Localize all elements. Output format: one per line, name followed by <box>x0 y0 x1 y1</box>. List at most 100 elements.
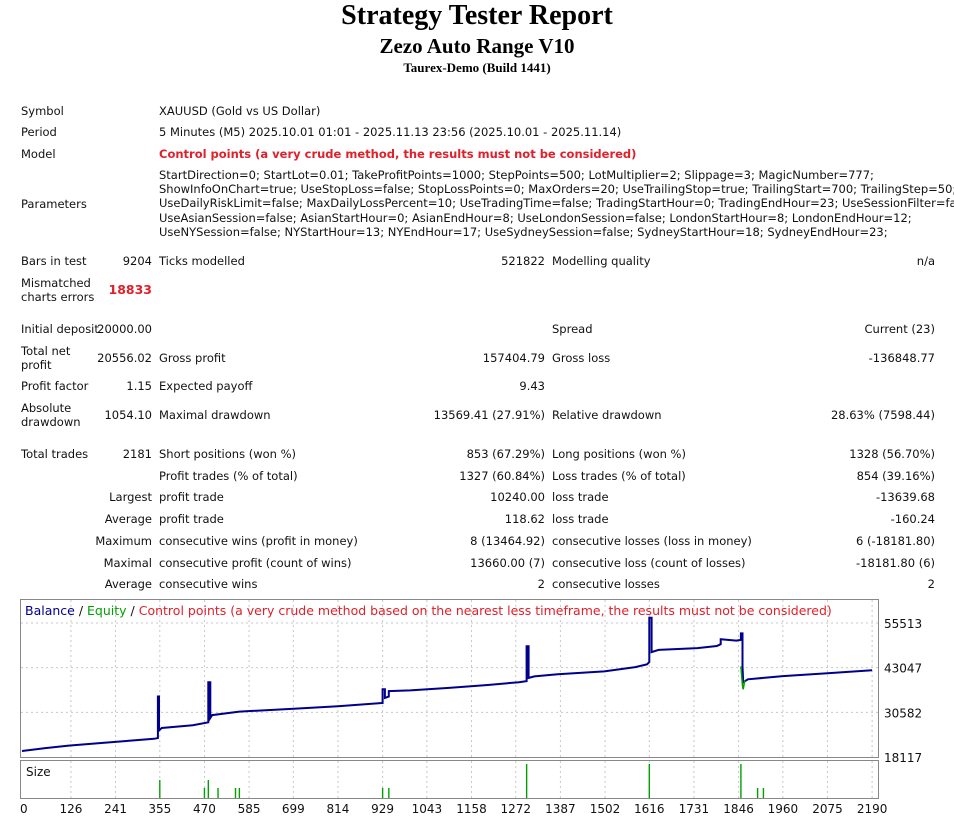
gross-loss-label: Gross loss <box>552 351 611 365</box>
x-tick-label: 126 <box>59 802 82 816</box>
largest-profit-label: profit trade <box>159 490 224 504</box>
profit-factor-value: 1.15 <box>126 379 152 393</box>
average-label: Average <box>104 512 152 526</box>
loss-trades-label: Loss trades (% of total) <box>552 469 686 483</box>
average-loss-value: -160.24 <box>890 512 935 526</box>
x-tick-label: 241 <box>104 802 127 816</box>
gross-profit-value: 157404.79 <box>482 351 545 365</box>
x-tick-label: 585 <box>238 802 261 816</box>
ticks-label: Ticks modelled <box>159 254 245 268</box>
server-info: Taurex-Demo (Build 1441) <box>403 60 551 75</box>
largest-label: Largest <box>109 490 152 504</box>
x-tick-label: 1272 <box>500 802 531 816</box>
parameters-line: ShowInfoOnChart=true; UseStopLoss=false;… <box>159 182 954 197</box>
chart-legend: Balance / Equity / Control points (a ver… <box>25 603 832 618</box>
mismatch-label: Mismatched <box>21 276 91 290</box>
parameters-line: UseDailyRiskLimit=false; MaxDailyLossPer… <box>159 196 954 211</box>
x-tick-label: 1043 <box>412 802 443 816</box>
model-value: Control points (a very crude method, the… <box>159 147 637 161</box>
average-profit-value: 118.62 <box>504 512 545 526</box>
relative-drawdown-label: Relative drawdown <box>552 408 662 422</box>
gross-loss-value: -136848.77 <box>868 351 935 365</box>
x-tick-label: 1502 <box>590 802 621 816</box>
equity-line <box>740 666 746 690</box>
chart-lines <box>21 616 873 752</box>
short-positions-value: 853 (67.29%) <box>466 447 545 461</box>
legend-equity: Equity <box>87 603 127 618</box>
period-label: Period <box>21 125 57 139</box>
x-tick-label: 1616 <box>634 802 665 816</box>
report-title: Strategy Tester Report <box>341 0 613 31</box>
profit-trades-label: Profit trades (% of total) <box>159 469 298 483</box>
x-tick-label: 929 <box>371 802 394 816</box>
x-tick-label: 2190 <box>857 802 888 816</box>
profit-factor-label: Profit factor <box>21 379 89 393</box>
avg-consecutive-losses-value: 2 <box>927 577 935 591</box>
total-net-profit-label: Total net <box>21 344 71 358</box>
main-plot-frame <box>20 599 879 758</box>
short-positions-label: Short positions (won %) <box>159 447 297 461</box>
absolute-drawdown-label: Absolute <box>21 401 72 415</box>
spread-label: Spread <box>552 322 593 336</box>
expected-payoff-label: Expected payoff <box>159 379 253 393</box>
profit-trades-value: 1327 (60.84%) <box>459 469 545 483</box>
total-net-profit-value: 20556.02 <box>97 351 152 365</box>
legend-balance: Balance <box>25 603 75 618</box>
x-tick-label: 699 <box>282 802 305 816</box>
legend-separator: / <box>127 603 139 618</box>
parameters-line: UseAsianSession=false; AsianStartHour=0;… <box>159 210 912 225</box>
absolute-drawdown-value: 1054.10 <box>104 408 152 422</box>
average-loss-label: loss trade <box>552 512 609 526</box>
period-value: 5 Minutes (M5) 2025.10.01 01:01 - 2025.1… <box>159 125 622 139</box>
quality-label: Modelling quality <box>552 254 651 268</box>
max-consecutive-losses-value: 6 (-18181.80) <box>856 534 935 548</box>
total-trades-value: 2181 <box>122 447 152 461</box>
x-tick-label: 1158 <box>456 802 487 816</box>
maximal-consecutive-profit-value: 13660.00 (7) <box>470 556 545 570</box>
y-tick-label: 30582 <box>884 706 922 720</box>
balance-chart: Balance / Equity / Control points (a ver… <box>20 599 922 816</box>
largest-loss-value: -13639.68 <box>875 490 935 504</box>
parameters-line: UseNYSession=false; NYStartHour=13; NYEn… <box>159 224 888 239</box>
legend-note: Control points (a very crude method base… <box>139 603 832 618</box>
x-tick-label: 355 <box>148 802 171 816</box>
x-tick-label: 0 <box>20 802 28 816</box>
absolute-drawdown-label-2: drawdown <box>21 415 81 429</box>
chart-grid <box>21 600 878 798</box>
maximal-consecutive-loss-value: -18181.80 (6) <box>856 556 935 570</box>
average-consecutive-label: Average <box>104 577 152 591</box>
symbol-label: Symbol <box>21 104 64 118</box>
maximal-consecutive-loss-label: consecutive loss (count of losses) <box>552 556 746 570</box>
avg-consecutive-wins-label: consecutive wins <box>159 577 258 591</box>
x-tick-label: 814 <box>327 802 350 816</box>
relative-drawdown-value: 28.63% (7598.44) <box>830 408 935 422</box>
parameters-list: StartDirection=0; StartLot=0.01; TakePro… <box>159 168 954 239</box>
maximal-drawdown-value: 13569.41 (27.91%) <box>433 408 545 422</box>
y-axis-ticks: 55513 43047 30582 18117 <box>884 617 922 765</box>
x-tick-label: 2075 <box>812 802 843 816</box>
quality-value: n/a <box>916 254 935 268</box>
size-bars <box>159 764 765 798</box>
avg-consecutive-losses-label: consecutive losses <box>552 577 660 591</box>
initial-deposit-label: Initial deposit <box>21 322 99 336</box>
bars-label: Bars in test <box>21 254 87 268</box>
parameters-label: Parameters <box>21 197 87 211</box>
mismatch-value: 18833 <box>108 282 153 297</box>
maximal-label: Maximal <box>103 556 152 570</box>
balance-line <box>21 616 873 752</box>
long-positions-value: 1328 (56.70%) <box>849 447 935 461</box>
max-consecutive-wins-label: consecutive wins (profit in money) <box>159 534 358 548</box>
maximal-consecutive-profit-label: consecutive profit (count of wins) <box>159 556 352 570</box>
x-tick-label: 1731 <box>679 802 710 816</box>
x-axis-ticks: 0 126 241 355 470 585 699 814 929 1043 1158 1272 138… <box>20 802 887 816</box>
max-consecutive-losses-label: consecutive losses (loss in money) <box>552 534 752 548</box>
symbol-value: XAUUSD (Gold vs US Dollar) <box>159 104 321 118</box>
x-tick-label: 1960 <box>768 802 799 816</box>
avg-consecutive-wins-value: 2 <box>537 577 545 591</box>
expert-name: Zezo Auto Range V10 <box>379 34 575 58</box>
largest-loss-label: loss trade <box>552 490 609 504</box>
legend-separator: / <box>75 603 87 618</box>
loss-trades-value: 854 (39.16%) <box>856 469 935 483</box>
size-label: Size <box>26 765 51 779</box>
size-plot-frame <box>20 760 879 799</box>
